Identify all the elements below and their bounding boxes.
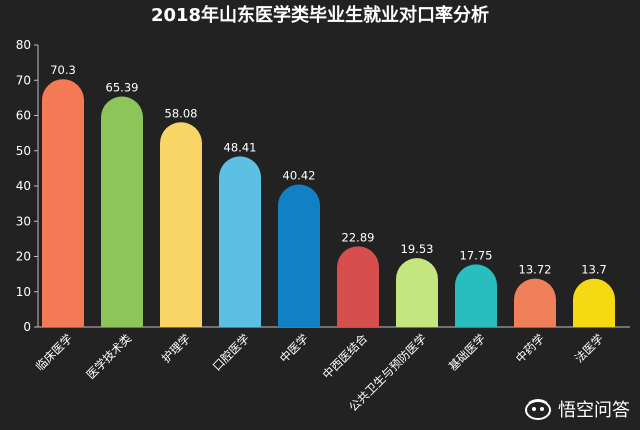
bar-1 xyxy=(42,79,84,327)
category-label: 法医学 xyxy=(572,331,606,365)
category-label: 基础医学 xyxy=(446,331,488,373)
data-label: 17.75 xyxy=(460,248,493,262)
category-label: 护理学 xyxy=(159,331,193,365)
data-label: 48.41 xyxy=(224,140,257,154)
y-tick-label: 40 xyxy=(16,179,31,193)
y-tick-label: 30 xyxy=(16,214,31,228)
bars-group xyxy=(42,79,615,328)
data-label: 58.08 xyxy=(165,106,198,120)
bar-10 xyxy=(573,278,615,327)
category-label: 口腔医学 xyxy=(210,331,252,373)
bar-2 xyxy=(101,96,143,328)
bar-4 xyxy=(219,156,261,327)
data-label: 22.89 xyxy=(342,230,375,244)
y-tick-label: 0 xyxy=(23,320,31,334)
y-axis-ticks: 0 10 20 30 40 50 60 70 80 xyxy=(16,38,38,334)
y-tick-label: 10 xyxy=(16,285,31,299)
data-label: 70.3 xyxy=(50,63,76,77)
data-labels-group: 70.3 65.39 58.08 48.41 40.42 22.89 19.53 17.75 1… xyxy=(50,63,607,277)
y-tick-label: 70 xyxy=(16,73,31,87)
category-label: 医学技术类 xyxy=(84,331,135,382)
bar-7 xyxy=(396,258,438,327)
category-label: 中西医结合 xyxy=(320,331,371,382)
bar-5 xyxy=(278,184,320,327)
y-tick-label: 50 xyxy=(16,144,31,158)
category-label: 临床医学 xyxy=(33,331,75,373)
bar-8 xyxy=(455,264,497,327)
data-label: 19.53 xyxy=(401,242,434,256)
category-label: 中药学 xyxy=(513,331,547,365)
data-label: 13.72 xyxy=(519,263,552,277)
y-tick-label: 20 xyxy=(16,250,31,264)
wukong-logo-icon xyxy=(525,399,551,420)
bar-6 xyxy=(337,246,379,327)
bar-9 xyxy=(514,278,556,327)
y-tick-label: 80 xyxy=(16,38,31,52)
data-label: 13.7 xyxy=(581,263,607,277)
watermark-text: 悟空问答 xyxy=(558,400,630,421)
data-label: 40.42 xyxy=(283,169,316,183)
chart-title: 2018年山东医学类毕业生就业对口率分析 xyxy=(151,4,489,26)
y-tick-label: 60 xyxy=(16,109,31,123)
category-label: 中医学 xyxy=(277,331,311,365)
data-label: 65.39 xyxy=(106,81,139,95)
bar-3 xyxy=(160,122,202,327)
watermark: 悟空问答 xyxy=(524,396,630,422)
